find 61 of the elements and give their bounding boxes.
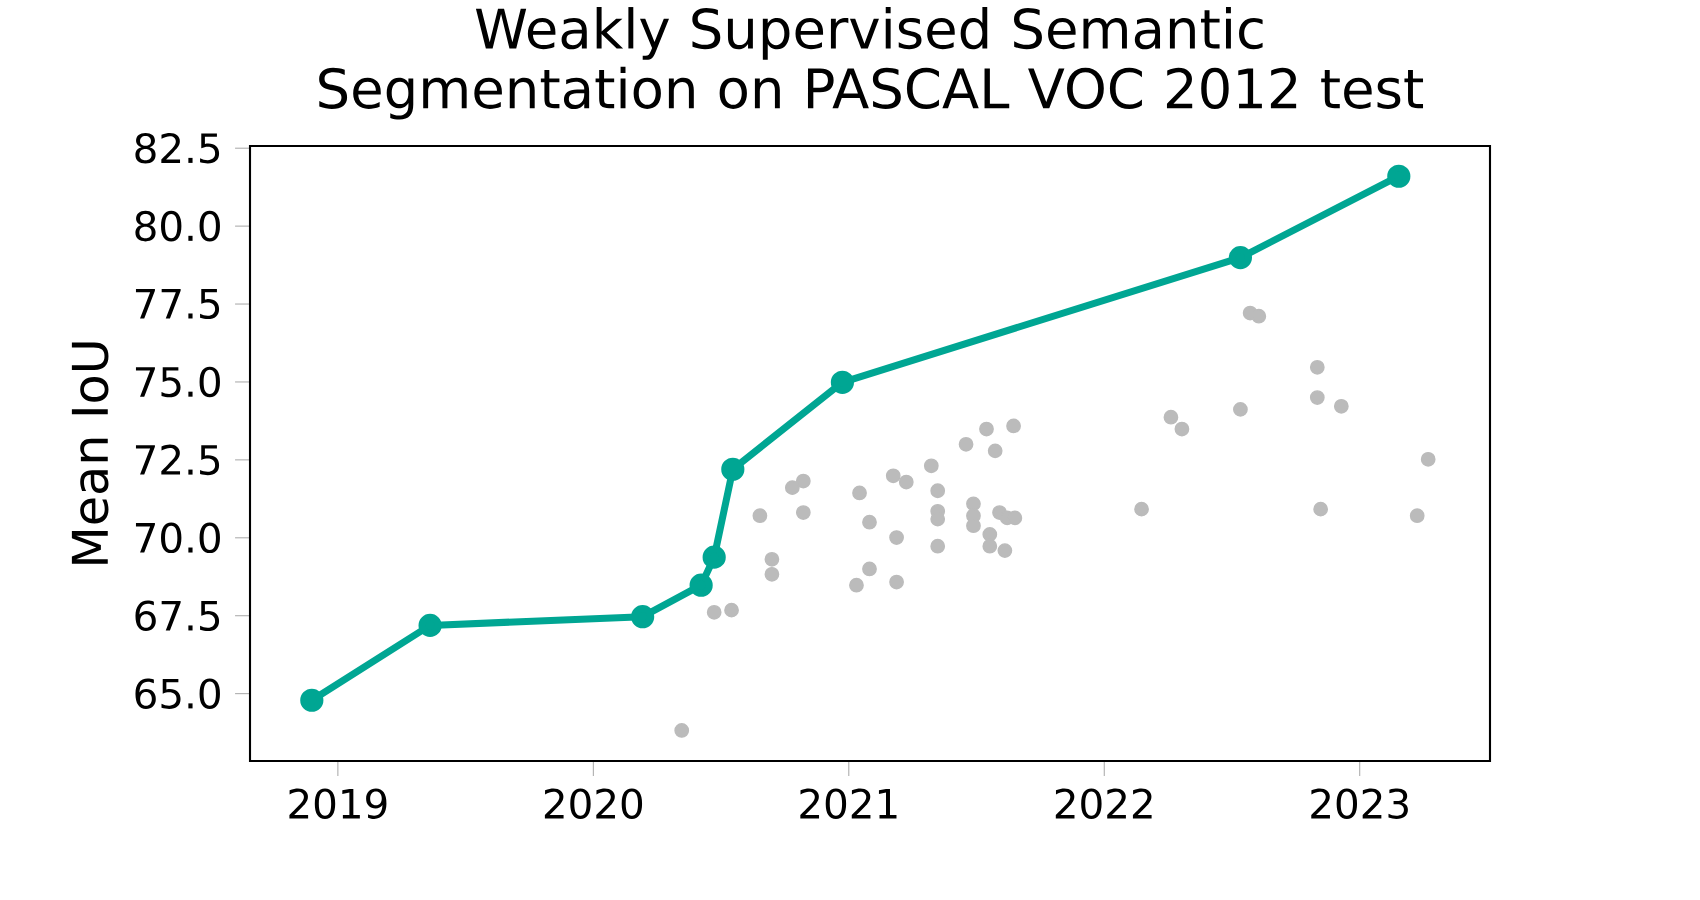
point: [752, 508, 768, 524]
point: [958, 436, 974, 452]
point: [674, 723, 690, 738]
point: [1409, 508, 1425, 524]
y-tick-label: 80.0: [135, 210, 220, 242]
chart-title: Weakly Supervised Semantic Segmentation on PASCAL VOC 2012 test: [319, 7, 1424, 120]
point: [689, 573, 713, 597]
point: [898, 474, 914, 490]
point: [862, 514, 877, 530]
x-tick-label: 2023: [1311, 788, 1408, 819]
point: [830, 370, 855, 394]
point: [795, 505, 811, 520]
point: [1333, 398, 1349, 414]
y-axis-title: Mean IoU: [71, 342, 109, 564]
x-tick-label: 2020: [544, 788, 643, 819]
point: [1309, 390, 1325, 405]
y-tick-label: 82.5: [135, 132, 220, 164]
point: [300, 688, 324, 712]
point: [1134, 501, 1149, 517]
point: [724, 602, 739, 618]
point: [979, 421, 994, 437]
point: [849, 577, 864, 593]
point: [889, 530, 904, 545]
point: [852, 485, 867, 501]
y-tick-label: 75.0: [135, 366, 220, 398]
point: [997, 543, 1013, 558]
y-tick-label: 77.5: [135, 289, 220, 320]
point: [930, 538, 946, 554]
point: [1163, 409, 1179, 425]
point: [1420, 451, 1436, 467]
point: [764, 551, 780, 567]
y-tick-label: 65.0: [135, 678, 220, 709]
point: [982, 538, 998, 554]
point: [706, 604, 722, 620]
point: [1233, 402, 1248, 417]
point: [1251, 308, 1267, 324]
point: [418, 613, 442, 638]
point: [702, 545, 726, 569]
point: [784, 480, 800, 496]
y-tick-label: 72.5: [135, 444, 220, 476]
x-tick-label: 2019: [289, 788, 387, 819]
point: [1006, 418, 1021, 434]
point: [1309, 359, 1325, 375]
point: [1387, 164, 1411, 188]
point: [889, 574, 904, 590]
x-tick-label: 2021: [800, 788, 897, 819]
point: [987, 443, 1003, 459]
point: [885, 468, 901, 484]
point: [923, 458, 939, 474]
point: [795, 473, 811, 489]
point: [862, 561, 877, 577]
point: [631, 605, 655, 629]
y-tick-label: 67.5: [135, 600, 220, 632]
point: [764, 566, 780, 582]
point: [1313, 501, 1329, 517]
point: [1228, 246, 1253, 270]
point: [721, 457, 745, 481]
y-tick-label: 70.0: [135, 522, 220, 554]
x-tick-label: 2022: [1055, 788, 1152, 819]
point: [930, 483, 946, 499]
point: [1174, 421, 1190, 437]
